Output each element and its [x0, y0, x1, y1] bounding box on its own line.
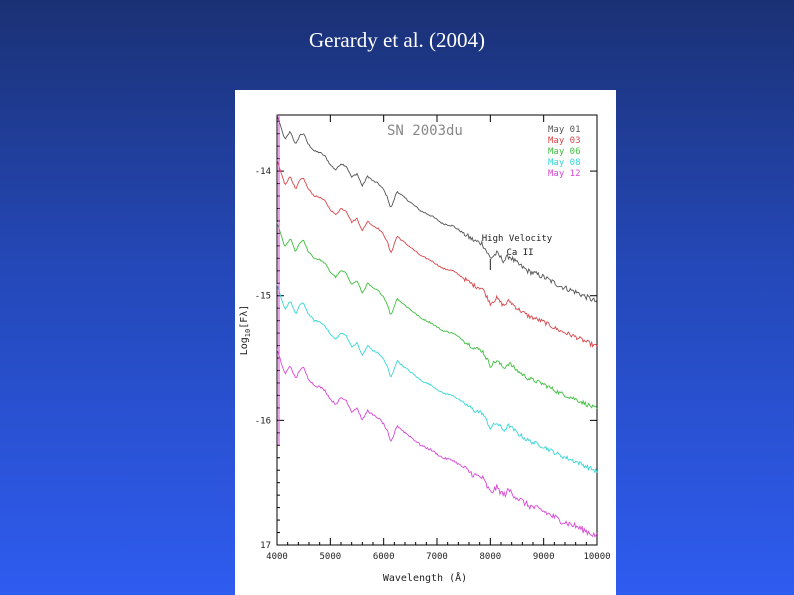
- chart-title: SN 2003du: [387, 123, 463, 139]
- x-tick-label: 8000: [479, 552, 501, 562]
- x-tick-label: 7000: [426, 552, 448, 562]
- y-label-main: Log: [239, 337, 250, 355]
- annotation-line1: High Velocity: [482, 234, 553, 244]
- legend-entry: May 08: [548, 158, 581, 168]
- x-axis-label: Wavelength (Å): [383, 571, 467, 584]
- y-label-sub: 10: [244, 329, 252, 337]
- series-line: [276, 283, 598, 474]
- slide-title: Gerardy et al. (2004): [308, 28, 486, 52]
- y-tick-label: -14: [255, 167, 271, 177]
- legend-entry: May 12: [548, 169, 581, 179]
- svg-text:Log10[Fλ]: Log10[Fλ]: [239, 305, 252, 356]
- x-tick-label: 4000: [266, 552, 288, 562]
- spectra-figure: 4000 5000 6000 7000 8000 9000 10000 -14 -15 -16 17…: [235, 90, 616, 595]
- series-layer: [276, 114, 598, 538]
- plot-frame: [276, 114, 598, 546]
- legend-entry: May 06: [548, 147, 581, 157]
- series-line: [276, 222, 598, 409]
- x-tick-label: 10000: [583, 552, 610, 562]
- x-tick-label: 9000: [533, 552, 555, 562]
- y-tick-label: -15: [255, 292, 271, 302]
- y-tick-label: 17: [260, 541, 271, 551]
- annotation-line2: Ca II: [506, 248, 533, 258]
- x-tick-label: 5000: [319, 552, 341, 562]
- legend-entry: May 01: [548, 125, 581, 135]
- y-label-tail: [Fλ]: [239, 305, 250, 329]
- series-line: [276, 348, 598, 538]
- series-line: [276, 114, 598, 303]
- y-axis-label: Log10[Fλ]: [239, 305, 252, 356]
- y-tick-label: -16: [255, 416, 271, 426]
- legend-entry: May 03: [548, 136, 581, 146]
- spectra-chart: 4000 5000 6000 7000 8000 9000 10000 -14 -15 -16 17…: [239, 114, 611, 584]
- axis-ticks: 4000 5000 6000 7000 8000 9000 10000 -14 -15 -16 17: [255, 115, 611, 562]
- x-tick-label: 6000: [373, 552, 395, 562]
- series-line: [276, 159, 598, 348]
